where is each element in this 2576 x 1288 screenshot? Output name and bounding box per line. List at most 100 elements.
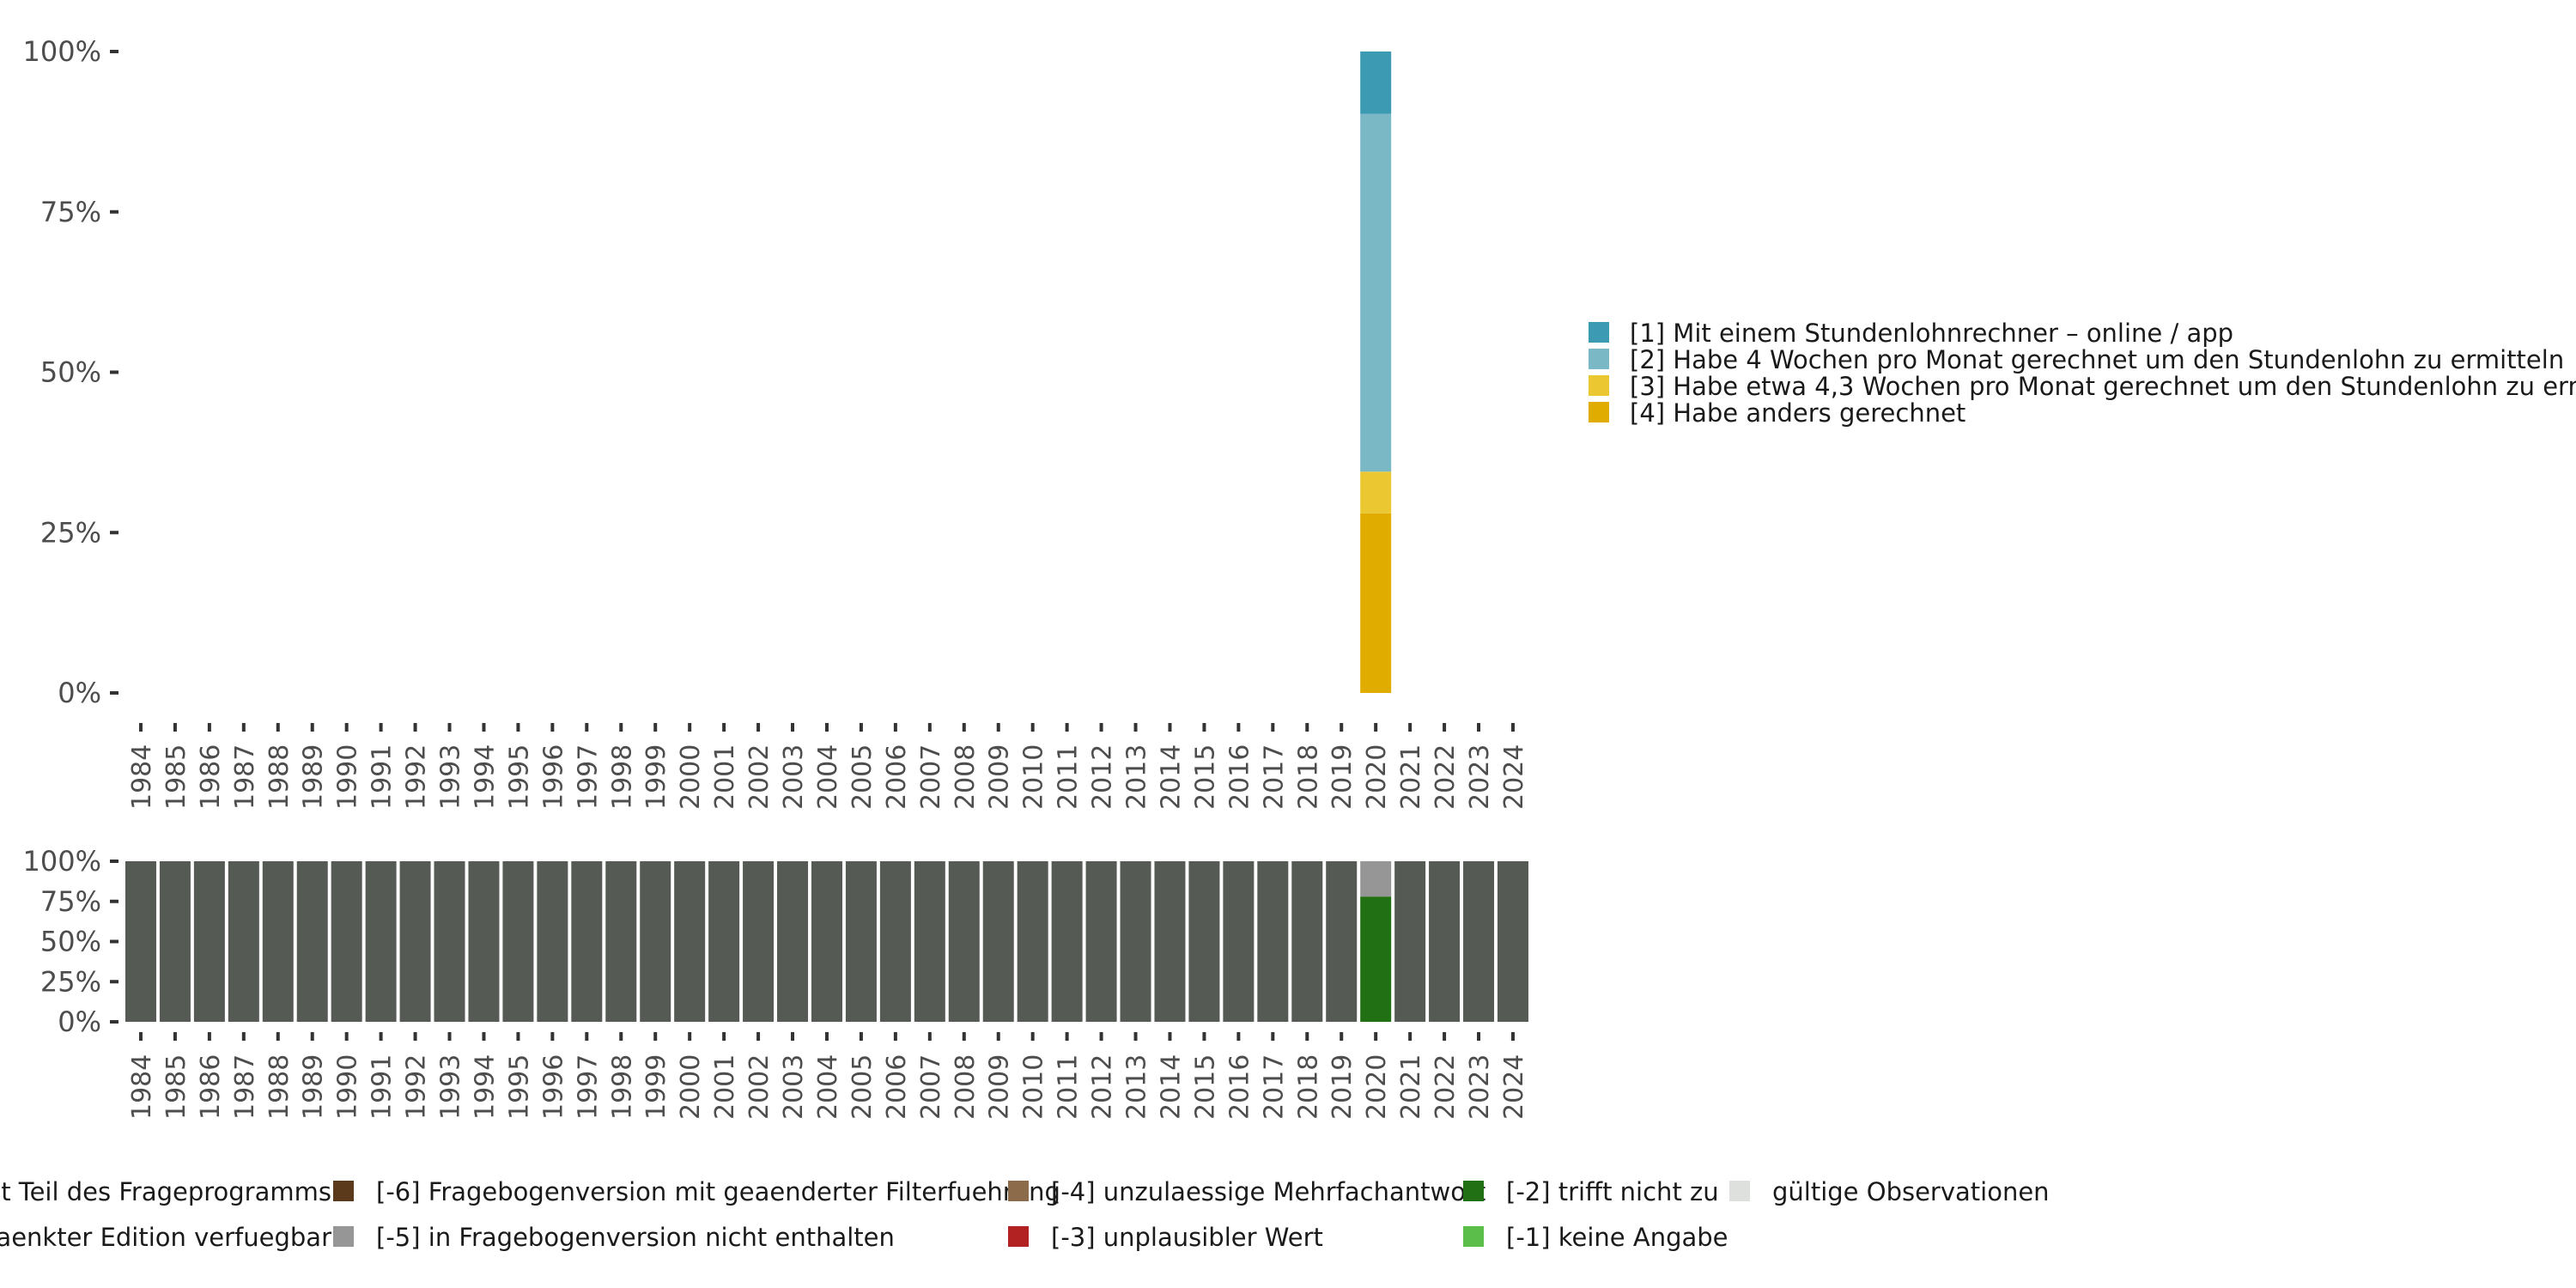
legend-key xyxy=(333,1226,354,1247)
legend-label: [-8] Frage in diesem Jahr nicht Teil des… xyxy=(0,1177,331,1206)
y-tick-label: 50% xyxy=(40,926,101,958)
legend-label: [-3] unplausibler Wert xyxy=(1051,1223,1323,1252)
bar-segment xyxy=(948,861,980,1022)
bar-segment xyxy=(1223,861,1255,1022)
bar-segment xyxy=(1360,471,1392,513)
x-tick-label: 2019 xyxy=(1327,744,1358,810)
y-tick-label: 25% xyxy=(40,516,101,549)
x-tick-label: 2007 xyxy=(916,1054,946,1120)
x-tick-label: 1996 xyxy=(538,744,568,810)
bar-segment xyxy=(605,861,637,1022)
x-tick-label: 1997 xyxy=(573,744,603,810)
bar-segment xyxy=(1360,896,1392,1022)
bar-segment xyxy=(571,861,603,1022)
bar-segment xyxy=(1085,861,1117,1022)
x-tick-label: 2023 xyxy=(1465,744,1495,810)
bar-segment xyxy=(434,861,465,1022)
bottom-legend: [-8] Frage in diesem Jahr nicht Teil des… xyxy=(0,1177,2050,1252)
x-tick-label: 2024 xyxy=(1499,1054,1529,1120)
x-tick-label: 1987 xyxy=(230,1054,260,1120)
bar-segment xyxy=(708,861,740,1022)
legend-label: gültige Observationen xyxy=(1772,1177,2050,1206)
legend-label: [-7] nur in weniger eingeschraenkter Edi… xyxy=(0,1223,331,1252)
x-tick-label: 2003 xyxy=(779,744,809,810)
bar-segment xyxy=(1360,113,1392,472)
bar-segment xyxy=(1188,861,1220,1022)
bar-segment xyxy=(914,861,945,1022)
bar-segment xyxy=(1360,52,1392,114)
x-tick-label: 2015 xyxy=(1190,1054,1220,1120)
legend-label: [-1] keine Angabe xyxy=(1506,1223,1728,1252)
x-tick-label: 1994 xyxy=(470,744,500,810)
legend-label: [-2] trifft nicht zu xyxy=(1506,1177,1719,1206)
top-legend: [1] Mit einem Stundenlohnrechner – onlin… xyxy=(1589,319,2576,428)
y-tick-label: 75% xyxy=(40,885,101,918)
bar-segment xyxy=(296,861,328,1022)
x-tick-label: 2010 xyxy=(1019,744,1049,810)
x-tick-label: 1984 xyxy=(127,744,157,810)
x-tick-label: 1986 xyxy=(196,744,226,810)
x-tick-label: 2013 xyxy=(1122,744,1152,810)
x-tick-label: 2017 xyxy=(1259,1054,1289,1120)
x-tick-label: 2018 xyxy=(1293,744,1323,810)
legend-label: [-4] unzulaessige Mehrfachantwort xyxy=(1051,1177,1485,1206)
x-tick-label: 2020 xyxy=(1362,1054,1392,1120)
legend-key xyxy=(1589,375,1609,396)
x-tick-label: 1995 xyxy=(504,744,534,810)
x-tick-label: 2009 xyxy=(985,1054,1015,1120)
x-tick-label: 2011 xyxy=(1054,744,1084,810)
x-tick-label: 2015 xyxy=(1190,744,1220,810)
x-tick-label: 2019 xyxy=(1327,1054,1358,1120)
bar-segment xyxy=(1360,513,1392,693)
legend-key xyxy=(1589,402,1609,422)
legend-key xyxy=(1589,349,1609,369)
x-tick-label: 2024 xyxy=(1499,744,1529,810)
y-tick-label: 75% xyxy=(40,196,101,228)
x-tick-label: 1985 xyxy=(161,1054,191,1120)
x-tick-label: 1997 xyxy=(573,1054,603,1120)
bar-segment xyxy=(1429,861,1461,1022)
legend-label: [1] Mit einem Stundenlohnrechner – onlin… xyxy=(1630,319,2233,348)
x-tick-label: 2014 xyxy=(1156,1054,1186,1120)
x-tick-label: 1987 xyxy=(230,744,260,810)
bar-segment xyxy=(159,861,191,1022)
x-tick-label: 2005 xyxy=(848,744,878,810)
x-tick-label: 2014 xyxy=(1156,744,1186,810)
x-tick-label: 2006 xyxy=(882,1054,912,1120)
x-tick-label: 2018 xyxy=(1293,1054,1323,1120)
x-tick-label: 1991 xyxy=(368,744,398,810)
y-tick-label: 100% xyxy=(23,845,101,878)
x-tick-label: 1985 xyxy=(161,744,191,810)
legend-key xyxy=(1589,322,1609,343)
x-tick-label: 2012 xyxy=(1088,744,1118,810)
x-tick-label: 2022 xyxy=(1431,1054,1461,1120)
x-tick-label: 2003 xyxy=(779,1054,809,1120)
bar-segment xyxy=(1154,861,1186,1022)
x-tick-label: 2016 xyxy=(1224,744,1255,810)
x-tick-label: 2008 xyxy=(951,744,981,810)
x-tick-label: 2010 xyxy=(1019,1054,1049,1120)
legend-key xyxy=(1729,1181,1750,1201)
bar-segment xyxy=(262,861,294,1022)
bar-segment xyxy=(468,861,500,1022)
bar-segment xyxy=(1017,861,1048,1022)
x-tick-label: 2011 xyxy=(1054,1054,1084,1120)
x-tick-label: 1989 xyxy=(299,1054,329,1120)
x-tick-label: 2006 xyxy=(882,744,912,810)
bar-segment xyxy=(982,861,1014,1022)
x-tick-label: 1988 xyxy=(264,744,295,810)
bar-segment xyxy=(1051,861,1083,1022)
x-tick-label: 1989 xyxy=(299,744,329,810)
legend-label: [-5] in Fragebogenversion nicht enthalte… xyxy=(376,1223,895,1252)
bar-segment xyxy=(1257,861,1289,1022)
bar-segment xyxy=(743,861,775,1022)
bar-segment xyxy=(1394,861,1426,1022)
x-tick-label: 1993 xyxy=(436,1054,466,1120)
x-tick-label: 2020 xyxy=(1362,744,1392,810)
top-panel: 0%25%50%75%100%1984 1985 1986 1987 1988 1989 1… xyxy=(23,35,1529,810)
x-tick-label: 1999 xyxy=(641,744,671,810)
bar-segment xyxy=(811,861,842,1022)
bar-segment xyxy=(331,861,362,1022)
bar-segment xyxy=(125,861,156,1022)
